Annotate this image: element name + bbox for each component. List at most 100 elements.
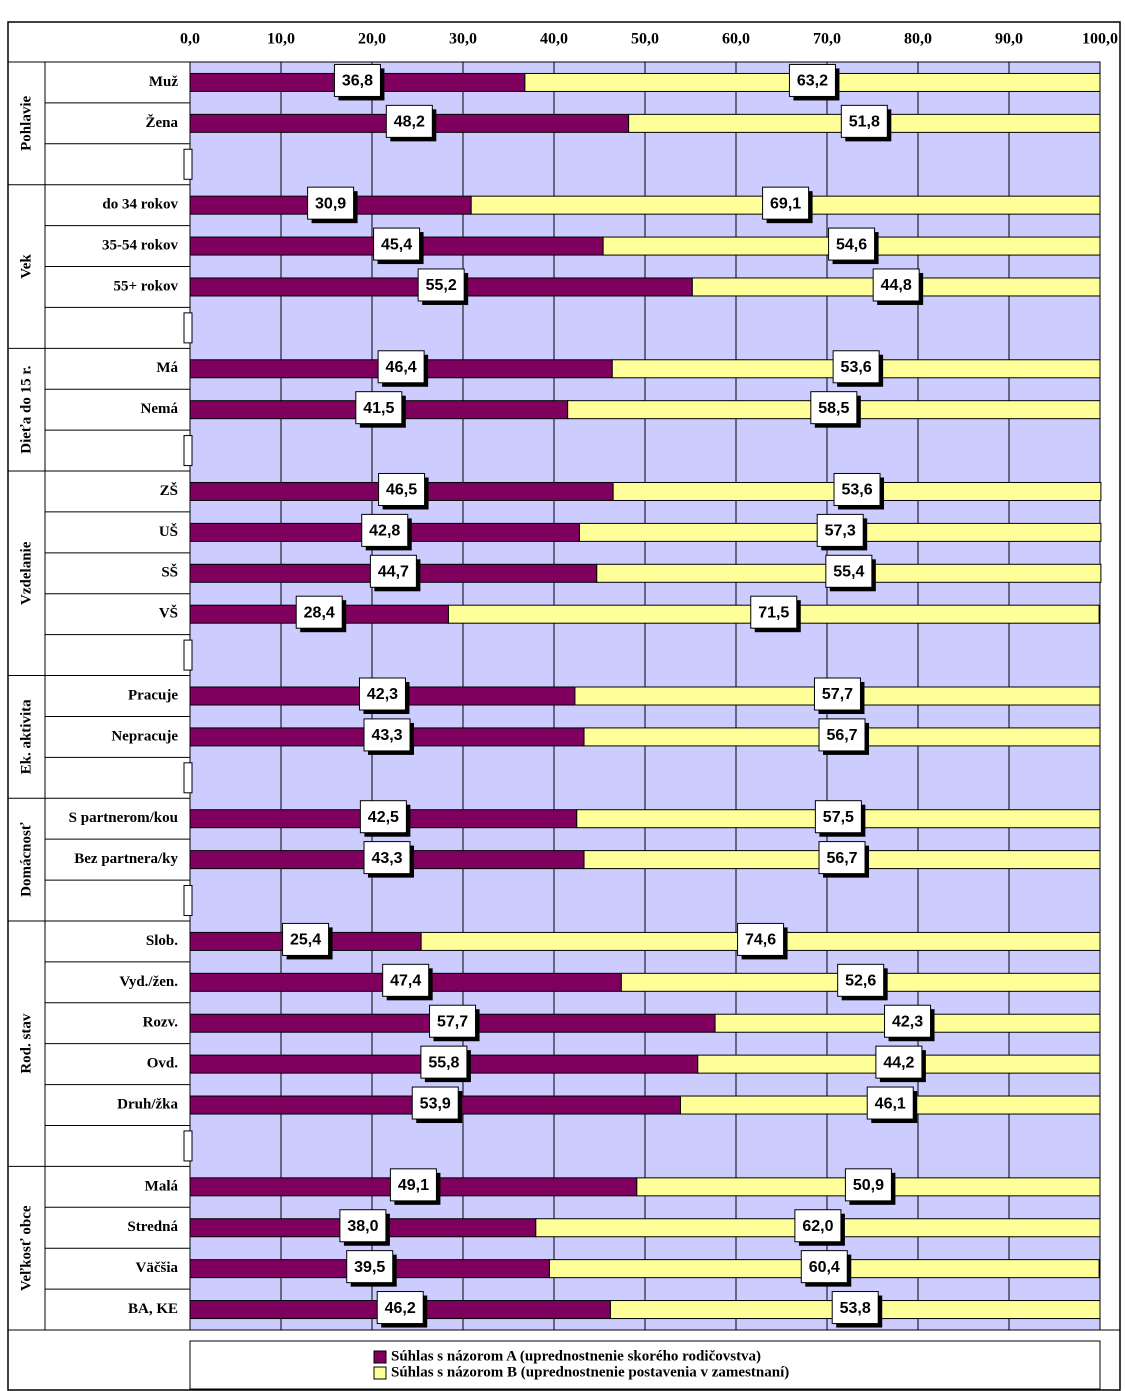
value-label: 60,4 <box>809 1259 840 1276</box>
value-label: 46,5 <box>386 482 417 499</box>
y-tick-label: UŠ <box>159 523 178 540</box>
value-label-box <box>382 963 430 997</box>
y-tick-label: Slob. <box>146 933 178 949</box>
value-label: 53,6 <box>841 359 872 376</box>
value-label-box <box>363 718 411 752</box>
x-tick-label: 100,0 <box>1082 31 1118 48</box>
y-tick-label: Rozv. <box>143 1015 179 1031</box>
y-tick-label: 35-54 rokov <box>102 238 178 254</box>
y-tick-label: 55+ rokov <box>113 278 178 294</box>
value-label: 36,8 <box>342 73 373 90</box>
value-label-box <box>346 1250 394 1284</box>
y-tick-label: VŠ <box>159 605 178 622</box>
value-label-box <box>363 841 411 875</box>
value-label: 42,8 <box>369 523 400 540</box>
legend-box <box>189 1340 1101 1390</box>
value-label-box <box>385 104 433 138</box>
value-label: 30,9 <box>315 195 346 212</box>
value-label-box <box>429 1004 477 1038</box>
value-label-box <box>376 1291 424 1325</box>
value-label: 25,4 <box>290 932 321 949</box>
group-label: Veľkosť obce <box>18 1205 34 1291</box>
y-tick-label: BA, KE <box>128 1301 178 1317</box>
value-label: 45,4 <box>381 236 412 253</box>
value-label-box <box>355 391 403 425</box>
value-label-box <box>359 800 407 834</box>
plot: 0,0 10,0 20,0 30,0 40,0 50,0 60,0 70,0 80,0 90,0 1… <box>8 31 1120 1390</box>
value-label-box <box>844 1168 892 1202</box>
value-label: 49,1 <box>398 1177 429 1194</box>
value-label-box <box>358 677 406 711</box>
group-label: Vzdelanie <box>18 541 34 605</box>
value-label: 55,4 <box>833 564 864 581</box>
value-label-box <box>813 677 861 711</box>
value-label-box <box>825 554 873 588</box>
x-tick-label: 0,0 <box>180 31 200 48</box>
value-label-box <box>872 268 920 302</box>
value-label-box <box>420 1045 468 1079</box>
value-label: 42,3 <box>367 686 398 703</box>
value-label: 57,3 <box>825 523 856 540</box>
legend-swatch <box>373 1350 387 1364</box>
y-tick-label: Nepracuje <box>111 728 178 744</box>
value-label-box <box>818 841 866 875</box>
value-label-box <box>818 718 866 752</box>
x-tick-label: 80,0 <box>904 31 932 48</box>
value-label: 51,8 <box>849 114 880 131</box>
y-tick-label: do 34 rokov <box>102 197 178 213</box>
blank-marker <box>183 148 193 180</box>
value-label: 28,4 <box>304 604 335 621</box>
x-tick-label: 30,0 <box>449 31 477 48</box>
value-label: 42,3 <box>892 1013 923 1030</box>
value-label-box <box>282 922 330 956</box>
value-label: 41,5 <box>363 400 394 417</box>
value-label-box <box>750 595 798 629</box>
value-label-box <box>837 963 885 997</box>
value-label-box <box>762 186 810 220</box>
y-tick-label: Stredná <box>127 1219 178 1235</box>
value-label: 43,3 <box>371 850 402 867</box>
value-label: 74,6 <box>745 932 776 949</box>
group-label: Domácnosť <box>18 822 34 897</box>
value-label: 46,2 <box>385 1300 416 1317</box>
value-label-box <box>800 1250 848 1284</box>
value-label-box <box>810 391 858 425</box>
value-label: 42,5 <box>368 809 399 826</box>
value-label-box <box>832 350 880 384</box>
legend-label: Súhlas s názorom A (uprednostnenie skoré… <box>391 1348 761 1364</box>
value-label: 53,6 <box>841 482 872 499</box>
x-tick-label: 50,0 <box>631 31 659 48</box>
value-label: 46,4 <box>386 359 417 376</box>
value-label-box <box>361 513 409 547</box>
value-label: 44,8 <box>881 277 912 294</box>
value-label: 62,0 <box>802 1218 833 1235</box>
value-label-box <box>814 800 862 834</box>
value-label-box <box>828 227 876 261</box>
blank-marker <box>183 312 193 344</box>
x-tick-label: 70,0 <box>813 31 841 48</box>
value-label-box <box>373 227 421 261</box>
value-label-box <box>339 1209 387 1243</box>
value-label-box <box>866 1086 914 1120</box>
group-label: Pohlavie <box>18 96 34 151</box>
value-label-box <box>737 922 785 956</box>
value-label: 57,7 <box>822 686 853 703</box>
value-label: 48,2 <box>394 114 425 131</box>
value-label-box <box>816 513 864 547</box>
value-label: 44,2 <box>883 1054 914 1071</box>
value-label-box <box>794 1209 842 1243</box>
y-tick-label: ZŠ <box>160 482 178 499</box>
value-label-box <box>875 1045 923 1079</box>
x-tick-label: 90,0 <box>995 31 1023 48</box>
y-tick-label: Vyd./žen. <box>119 974 178 990</box>
y-tick-label: Žena <box>145 114 178 131</box>
y-tick-label: SŠ <box>161 564 178 581</box>
value-label-box <box>333 63 381 97</box>
value-label: 53,8 <box>840 1300 871 1317</box>
value-label: 46,1 <box>875 1095 906 1112</box>
x-tick-label: 60,0 <box>722 31 750 48</box>
value-label: 58,5 <box>818 400 849 417</box>
value-label: 63,2 <box>797 73 828 90</box>
y-tick-label: Nemá <box>141 401 179 417</box>
